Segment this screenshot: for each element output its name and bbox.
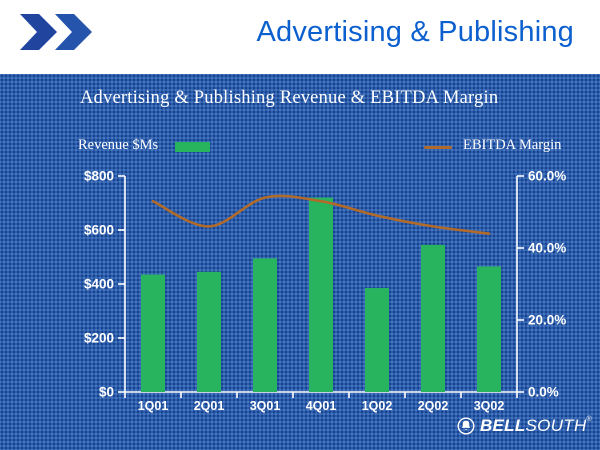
legend-revenue-label: Revenue $Ms: [78, 137, 159, 153]
left-axis-tick-label: $400: [84, 277, 114, 292]
bar-1Q02: [365, 288, 389, 392]
ebitda-margin-line: [151, 194, 491, 235]
x-axis-category-label: 2Q02: [418, 399, 449, 413]
legend-margin-label: EBITDA Margin: [463, 137, 562, 153]
double-chevron-icon: [20, 14, 92, 50]
brand-light-text: SOUTH: [525, 416, 587, 435]
x-axis-category-label: 1Q02: [362, 399, 393, 413]
bar-3Q01: [253, 258, 277, 392]
right-axis-tick-label: 60.0%: [528, 169, 566, 184]
left-axis-tick-label: $0: [99, 385, 114, 400]
right-axis-tick-label: 40.0%: [528, 241, 566, 256]
left-axis-tick-label: $800: [84, 169, 114, 184]
x-axis-category-label: 3Q02: [474, 399, 505, 413]
registered-mark: ®: [586, 416, 592, 423]
bar-4Q01: [309, 197, 333, 392]
page-title: Advertising & Publishing: [256, 16, 574, 48]
chart-title: Advertising & Publishing Revenue & EBITD…: [80, 88, 499, 108]
slide-header: Advertising & Publishing: [0, 0, 600, 74]
bar-2Q02: [421, 244, 445, 392]
brand-bold-text: BELL: [479, 416, 526, 435]
bar-1Q01: [141, 274, 165, 392]
right-axis-tick-label: 0.0%: [528, 385, 559, 400]
bellsouth-wordmark: BELLSOUTH®: [480, 416, 592, 436]
bellsouth-bell-icon: [457, 417, 475, 435]
chart-panel: [0, 74, 600, 450]
right-axis-tick-label: 20.0%: [528, 313, 566, 328]
bar-2Q01: [197, 271, 221, 392]
legend-margin-line-swatch: [424, 146, 452, 149]
x-axis-category-label: 2Q01: [194, 399, 225, 413]
x-axis-category-label: 3Q01: [250, 399, 281, 413]
bellsouth-logo: BELLSOUTH®: [457, 416, 592, 436]
left-axis-tick-label: $200: [84, 331, 114, 346]
left-axis-tick-label: $600: [84, 223, 114, 238]
x-axis-category-label: 1Q01: [138, 399, 169, 413]
bar-3Q02: [477, 266, 501, 392]
legend-revenue-swatch: [175, 142, 210, 152]
x-axis-category-label: 4Q01: [306, 399, 337, 413]
